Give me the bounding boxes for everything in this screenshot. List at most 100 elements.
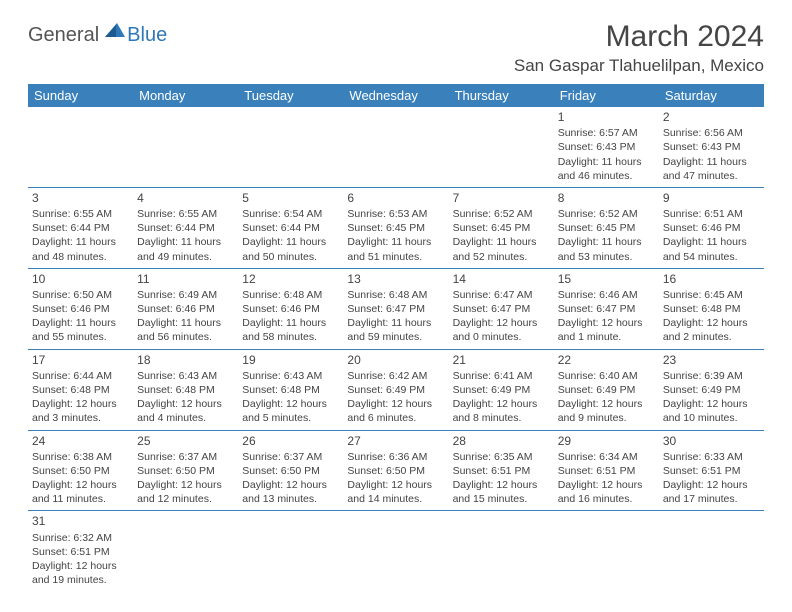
sunrise-line: Sunrise: 6:46 AM xyxy=(558,288,655,302)
daylight-line: Daylight: 11 hours and 50 minutes. xyxy=(242,235,339,263)
calendar-day-cell: 5Sunrise: 6:54 AMSunset: 6:44 PMDaylight… xyxy=(238,187,343,268)
day-number: 21 xyxy=(453,352,550,368)
calendar-empty-cell xyxy=(343,511,448,591)
day-number: 29 xyxy=(558,433,655,449)
sunrise-line: Sunrise: 6:52 AM xyxy=(558,207,655,221)
calendar-week-row: 1Sunrise: 6:57 AMSunset: 6:43 PMDaylight… xyxy=(28,107,764,187)
sunset-line: Sunset: 6:45 PM xyxy=(347,221,444,235)
sunset-line: Sunset: 6:51 PM xyxy=(663,464,760,478)
calendar-day-cell: 25Sunrise: 6:37 AMSunset: 6:50 PMDayligh… xyxy=(133,430,238,511)
sunset-line: Sunset: 6:49 PM xyxy=(453,383,550,397)
calendar-week-row: 24Sunrise: 6:38 AMSunset: 6:50 PMDayligh… xyxy=(28,430,764,511)
calendar-day-cell: 20Sunrise: 6:42 AMSunset: 6:49 PMDayligh… xyxy=(343,349,448,430)
calendar-day-cell: 18Sunrise: 6:43 AMSunset: 6:48 PMDayligh… xyxy=(133,349,238,430)
day-header: Tuesday xyxy=(238,84,343,107)
day-number: 17 xyxy=(32,352,129,368)
sunrise-line: Sunrise: 6:52 AM xyxy=(453,207,550,221)
sunrise-line: Sunrise: 6:55 AM xyxy=(137,207,234,221)
daylight-line: Daylight: 12 hours and 0 minutes. xyxy=(453,316,550,344)
sunrise-line: Sunrise: 6:48 AM xyxy=(242,288,339,302)
sunrise-line: Sunrise: 6:57 AM xyxy=(558,126,655,140)
day-number: 22 xyxy=(558,352,655,368)
day-number: 24 xyxy=(32,433,129,449)
day-number: 26 xyxy=(242,433,339,449)
sunset-line: Sunset: 6:49 PM xyxy=(347,383,444,397)
title-block: March 2024 San Gaspar Tlahuelilpan, Mexi… xyxy=(514,20,764,76)
day-number: 2 xyxy=(663,109,760,125)
sunset-line: Sunset: 6:47 PM xyxy=(347,302,444,316)
calendar-empty-cell xyxy=(343,107,448,187)
daylight-line: Daylight: 11 hours and 55 minutes. xyxy=(32,316,129,344)
sunset-line: Sunset: 6:50 PM xyxy=(137,464,234,478)
sunset-line: Sunset: 6:47 PM xyxy=(453,302,550,316)
logo: General Blue xyxy=(28,24,167,47)
calendar-table: SundayMondayTuesdayWednesdayThursdayFrid… xyxy=(28,84,764,591)
sunset-line: Sunset: 6:51 PM xyxy=(453,464,550,478)
sunrise-line: Sunrise: 6:47 AM xyxy=(453,288,550,302)
calendar-day-cell: 11Sunrise: 6:49 AMSunset: 6:46 PMDayligh… xyxy=(133,268,238,349)
calendar-week-row: 10Sunrise: 6:50 AMSunset: 6:46 PMDayligh… xyxy=(28,268,764,349)
calendar-empty-cell xyxy=(238,107,343,187)
sunrise-line: Sunrise: 6:35 AM xyxy=(453,450,550,464)
sunset-line: Sunset: 6:43 PM xyxy=(663,140,760,154)
calendar-week-row: 17Sunrise: 6:44 AMSunset: 6:48 PMDayligh… xyxy=(28,349,764,430)
sunrise-line: Sunrise: 6:42 AM xyxy=(347,369,444,383)
sunrise-line: Sunrise: 6:53 AM xyxy=(347,207,444,221)
day-number: 31 xyxy=(32,513,129,529)
day-header-row: SundayMondayTuesdayWednesdayThursdayFrid… xyxy=(28,84,764,107)
calendar-day-cell: 29Sunrise: 6:34 AMSunset: 6:51 PMDayligh… xyxy=(554,430,659,511)
calendar-empty-cell xyxy=(554,511,659,591)
sunrise-line: Sunrise: 6:37 AM xyxy=(242,450,339,464)
daylight-line: Daylight: 12 hours and 4 minutes. xyxy=(137,397,234,425)
daylight-line: Daylight: 12 hours and 17 minutes. xyxy=(663,478,760,506)
day-number: 19 xyxy=(242,352,339,368)
day-number: 14 xyxy=(453,271,550,287)
day-number: 13 xyxy=(347,271,444,287)
sunset-line: Sunset: 6:48 PM xyxy=(137,383,234,397)
calendar-day-cell: 16Sunrise: 6:45 AMSunset: 6:48 PMDayligh… xyxy=(659,268,764,349)
sunrise-line: Sunrise: 6:32 AM xyxy=(32,531,129,545)
sunrise-line: Sunrise: 6:39 AM xyxy=(663,369,760,383)
day-header: Sunday xyxy=(28,84,133,107)
calendar-empty-cell xyxy=(449,511,554,591)
day-number: 12 xyxy=(242,271,339,287)
daylight-line: Daylight: 11 hours and 46 minutes. xyxy=(558,155,655,183)
sunrise-line: Sunrise: 6:36 AM xyxy=(347,450,444,464)
daylight-line: Daylight: 11 hours and 56 minutes. xyxy=(137,316,234,344)
sunrise-line: Sunrise: 6:51 AM xyxy=(663,207,760,221)
calendar-empty-cell xyxy=(133,107,238,187)
calendar-empty-cell xyxy=(238,511,343,591)
sunset-line: Sunset: 6:49 PM xyxy=(663,383,760,397)
daylight-line: Daylight: 11 hours and 59 minutes. xyxy=(347,316,444,344)
sunrise-line: Sunrise: 6:43 AM xyxy=(137,369,234,383)
calendar-day-cell: 31Sunrise: 6:32 AMSunset: 6:51 PMDayligh… xyxy=(28,511,133,591)
sunrise-line: Sunrise: 6:38 AM xyxy=(32,450,129,464)
day-header: Friday xyxy=(554,84,659,107)
sunrise-line: Sunrise: 6:37 AM xyxy=(137,450,234,464)
calendar-day-cell: 2Sunrise: 6:56 AMSunset: 6:43 PMDaylight… xyxy=(659,107,764,187)
daylight-line: Daylight: 12 hours and 14 minutes. xyxy=(347,478,444,506)
daylight-line: Daylight: 12 hours and 5 minutes. xyxy=(242,397,339,425)
daylight-line: Daylight: 12 hours and 11 minutes. xyxy=(32,478,129,506)
day-number: 6 xyxy=(347,190,444,206)
sunset-line: Sunset: 6:43 PM xyxy=(558,140,655,154)
calendar-day-cell: 3Sunrise: 6:55 AMSunset: 6:44 PMDaylight… xyxy=(28,187,133,268)
calendar-day-cell: 30Sunrise: 6:33 AMSunset: 6:51 PMDayligh… xyxy=(659,430,764,511)
sunrise-line: Sunrise: 6:44 AM xyxy=(32,369,129,383)
sunset-line: Sunset: 6:44 PM xyxy=(137,221,234,235)
day-number: 23 xyxy=(663,352,760,368)
sunrise-line: Sunrise: 6:54 AM xyxy=(242,207,339,221)
day-number: 16 xyxy=(663,271,760,287)
calendar-week-row: 31Sunrise: 6:32 AMSunset: 6:51 PMDayligh… xyxy=(28,511,764,591)
sunset-line: Sunset: 6:50 PM xyxy=(32,464,129,478)
day-number: 1 xyxy=(558,109,655,125)
sunrise-line: Sunrise: 6:33 AM xyxy=(663,450,760,464)
daylight-line: Daylight: 12 hours and 1 minute. xyxy=(558,316,655,344)
day-number: 15 xyxy=(558,271,655,287)
sunrise-line: Sunrise: 6:34 AM xyxy=(558,450,655,464)
sunset-line: Sunset: 6:51 PM xyxy=(558,464,655,478)
calendar-empty-cell xyxy=(133,511,238,591)
daylight-line: Daylight: 12 hours and 8 minutes. xyxy=(453,397,550,425)
day-number: 27 xyxy=(347,433,444,449)
sunset-line: Sunset: 6:46 PM xyxy=(137,302,234,316)
